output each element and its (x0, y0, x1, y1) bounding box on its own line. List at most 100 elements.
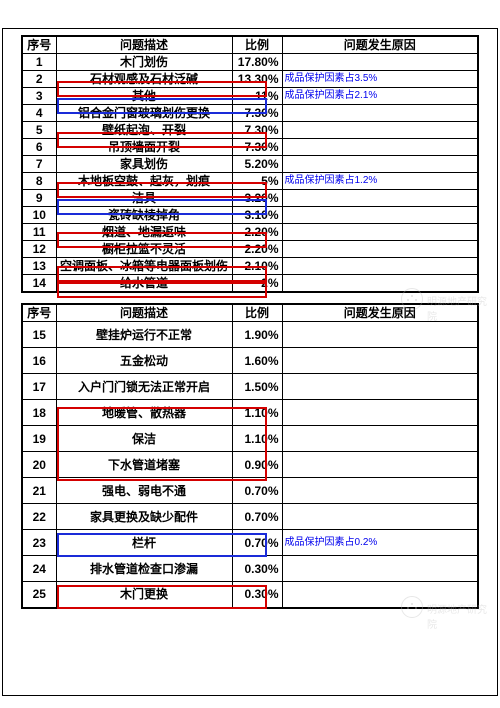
cell-desc: 下水管道堵塞 (56, 452, 232, 478)
cell-reason (282, 426, 478, 452)
cell-reason (282, 156, 478, 173)
cell-idx: 4 (22, 105, 56, 122)
cell-pct: 0.30% (232, 556, 282, 582)
cell-desc: 地暖管、散热器 (56, 400, 232, 426)
table-row: 7家具划伤5.20% (22, 156, 478, 173)
cell-reason (282, 190, 478, 207)
cell-desc: 家具更换及缺少配件 (56, 504, 232, 530)
cell-desc: 排水管道检查口渗漏 (56, 556, 232, 582)
cell-idx: 2 (22, 71, 56, 88)
cell-pct: 2% (232, 275, 282, 293)
page-frame: 序号 问题描述 比例 问题发生原因 1木门划伤17.80%2石材观感及石材泛碱1… (2, 28, 498, 696)
cell-idx: 1 (22, 54, 56, 71)
cell-idx: 6 (22, 139, 56, 156)
cell-idx: 23 (22, 530, 56, 556)
cell-reason (282, 504, 478, 530)
table-row: 11烟道、地漏返味2.20% (22, 224, 478, 241)
table-row: 12橱柜拉篮不灵活2.20% (22, 241, 478, 258)
cell-reason (282, 556, 478, 582)
cell-idx: 3 (22, 88, 56, 105)
cell-idx: 7 (22, 156, 56, 173)
cell-reason (282, 322, 478, 348)
cell-desc: 木地板空鼓、起灰，划痕 (56, 173, 232, 190)
table-row: 2石材观感及石材泛碱13.30%成品保护因素占3.5% (22, 71, 478, 88)
cell-pct: 7.30% (232, 122, 282, 139)
table-row: 5壁纸起泡、开裂7.30% (22, 122, 478, 139)
h-desc: 问题描述 (56, 36, 232, 54)
cell-pct: 1.50% (232, 374, 282, 400)
table-row: 25木门更换0.30% (22, 582, 478, 608)
cell-idx: 18 (22, 400, 56, 426)
table1-wrap: 序号 问题描述 比例 问题发生原因 1木门划伤17.80%2石材观感及石材泛碱1… (21, 35, 479, 293)
cell-idx: 16 (22, 348, 56, 374)
table-row: 16五金松动1.60% (22, 348, 478, 374)
h-idx: 序号 (22, 36, 56, 54)
h-reason: 问题发生原因 (282, 36, 478, 54)
cell-desc: 烟道、地漏返味 (56, 224, 232, 241)
table-row: 3其他11%成品保护因素占2.1% (22, 88, 478, 105)
cell-reason (282, 582, 478, 608)
table-row: 24排水管道检查口渗漏0.30% (22, 556, 478, 582)
cell-desc: 五金松动 (56, 348, 232, 374)
table1: 序号 问题描述 比例 问题发生原因 1木门划伤17.80%2石材观感及石材泛碱1… (21, 35, 479, 293)
cell-desc: 壁挂炉运行不正常 (56, 322, 232, 348)
cell-desc: 其他 (56, 88, 232, 105)
h-idx: 序号 (22, 304, 56, 322)
cell-reason: 成品保护因素占3.5% (282, 71, 478, 88)
cell-idx: 10 (22, 207, 56, 224)
cell-pct: 1.10% (232, 400, 282, 426)
cell-pct: 3.10% (232, 207, 282, 224)
cell-reason (282, 122, 478, 139)
cell-idx: 19 (22, 426, 56, 452)
cell-reason: 成品保护因素占1.2% (282, 173, 478, 190)
cell-desc: 瓷砖缺棱掉角 (56, 207, 232, 224)
cell-idx: 21 (22, 478, 56, 504)
table-row: 8木地板空鼓、起灰，划痕5%成品保护因素占1.2% (22, 173, 478, 190)
table-row: 17入户门门锁无法正常开启1.50% (22, 374, 478, 400)
table-row: 19保洁1.10% (22, 426, 478, 452)
cell-idx: 25 (22, 582, 56, 608)
cell-idx: 22 (22, 504, 56, 530)
cell-pct: 2.10% (232, 258, 282, 275)
table-row: 10瓷砖缺棱掉角3.10% (22, 207, 478, 224)
table-header-row: 序号 问题描述 比例 问题发生原因 (22, 304, 478, 322)
cell-desc: 洁具 (56, 190, 232, 207)
cell-reason (282, 374, 478, 400)
table-row: 20下水管道堵塞0.90% (22, 452, 478, 478)
h-desc: 问题描述 (56, 304, 232, 322)
cell-desc: 铝合金门窗玻璃划伤更换 (56, 105, 232, 122)
cell-reason (282, 478, 478, 504)
table-row: 15壁挂炉运行不正常1.90% (22, 322, 478, 348)
cell-desc: 空调面板、冰箱等电器面板划伤 (56, 258, 232, 275)
cell-pct: 7.30% (232, 105, 282, 122)
table-row: 4铝合金门窗玻璃划伤更换7.30% (22, 105, 478, 122)
table2: 序号 问题描述 比例 问题发生原因 15壁挂炉运行不正常1.90%16五金松动1… (21, 303, 479, 609)
cell-idx: 5 (22, 122, 56, 139)
cell-desc: 保洁 (56, 426, 232, 452)
cell-idx: 12 (22, 241, 56, 258)
cell-desc: 木门划伤 (56, 54, 232, 71)
cell-pct: 0.30% (232, 582, 282, 608)
cell-reason: 成品保护因素占0.2% (282, 530, 478, 556)
cell-pct: 0.90% (232, 452, 282, 478)
cell-desc: 栏杆 (56, 530, 232, 556)
cell-reason (282, 348, 478, 374)
h-pct: 比例 (232, 36, 282, 54)
cell-idx: 13 (22, 258, 56, 275)
cell-reason (282, 207, 478, 224)
h-reason: 问题发生原因 (282, 304, 478, 322)
table-row: 1木门划伤17.80% (22, 54, 478, 71)
table-row: 14给水管道2% (22, 275, 478, 293)
cell-reason (282, 452, 478, 478)
cell-reason (282, 54, 478, 71)
h-pct: 比例 (232, 304, 282, 322)
cell-pct: 0.70% (232, 478, 282, 504)
cell-desc: 家具划伤 (56, 156, 232, 173)
table2-wrap: 序号 问题描述 比例 问题发生原因 15壁挂炉运行不正常1.90%16五金松动1… (21, 303, 479, 609)
cell-idx: 15 (22, 322, 56, 348)
cell-pct: 3.20% (232, 190, 282, 207)
cell-pct: 17.80% (232, 54, 282, 71)
cell-reason (282, 224, 478, 241)
cell-reason (282, 241, 478, 258)
cell-pct: 2.20% (232, 241, 282, 258)
